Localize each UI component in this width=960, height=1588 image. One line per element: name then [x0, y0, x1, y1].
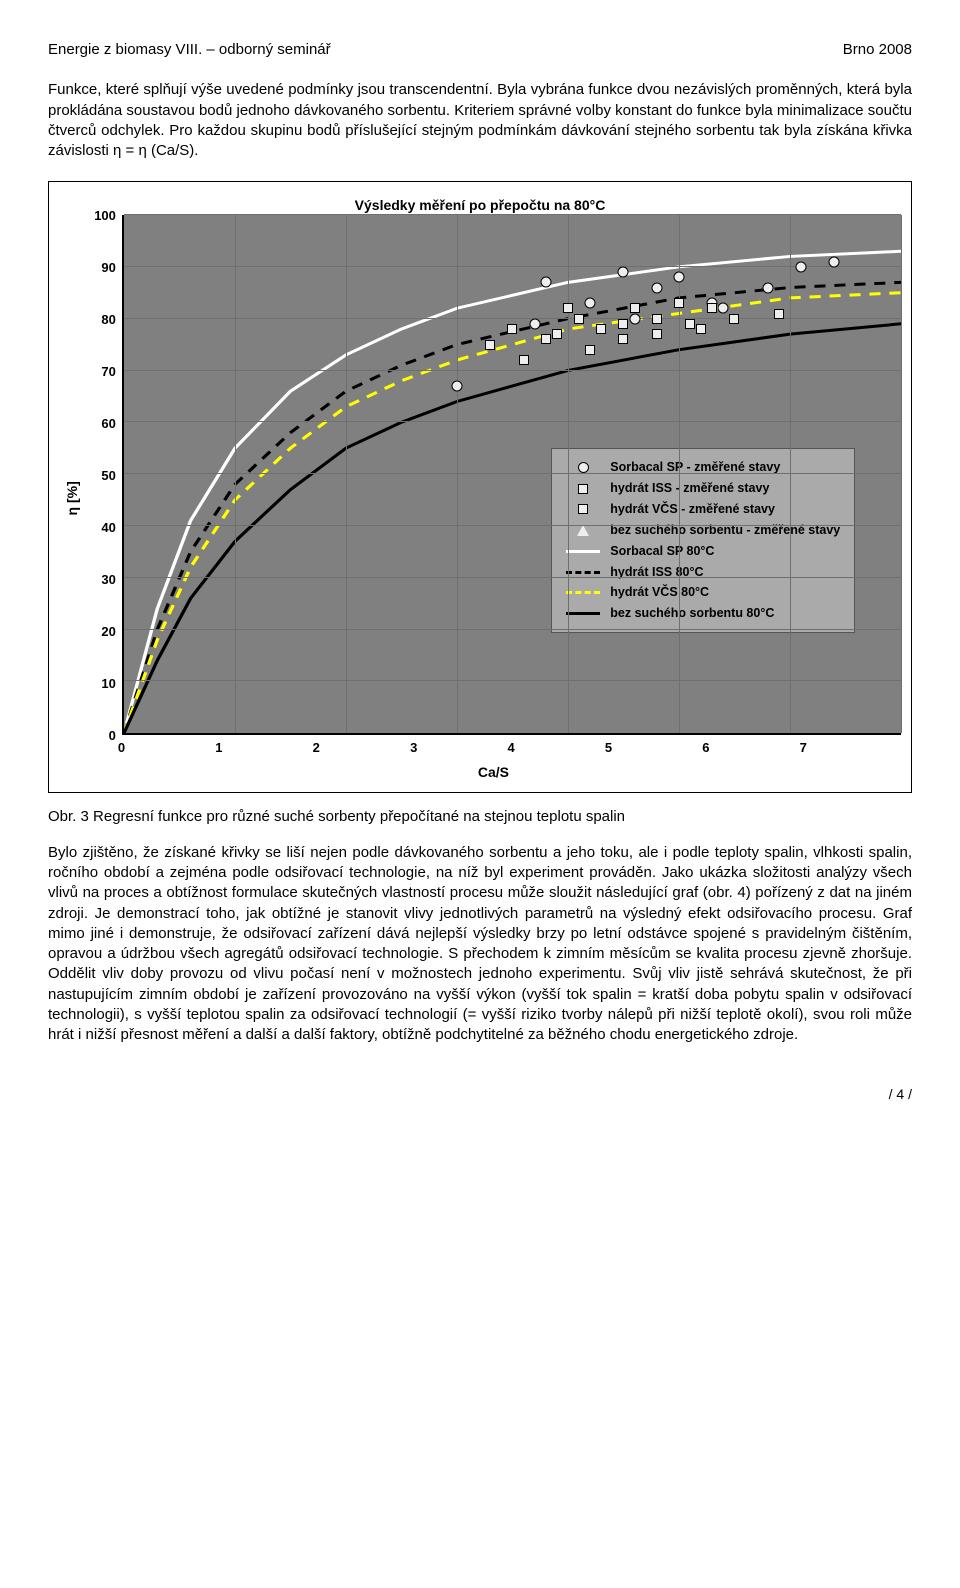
data-point [485, 340, 495, 350]
header-left: Energie z biomasy VIII. – odborný seminá… [48, 40, 331, 60]
data-point [652, 314, 662, 324]
legend-item: bez suchého sorbentu 80°C [566, 603, 840, 624]
data-point [618, 334, 628, 344]
data-point [774, 309, 784, 319]
legend-swatch [566, 482, 600, 496]
data-point [630, 303, 640, 313]
data-point [796, 261, 807, 272]
data-point [685, 319, 695, 329]
xtick-label: 4 [507, 735, 604, 757]
data-point [707, 303, 717, 313]
legend-label: hydrát VČS 80°C [610, 584, 709, 601]
legend-label: hydrát VČS - změřené stavy [610, 501, 775, 518]
xtick-label: 6 [702, 735, 799, 757]
data-point [585, 345, 595, 355]
data-point [696, 324, 706, 334]
data-point [829, 256, 840, 267]
data-point [552, 329, 562, 339]
chart-yticks: 0102030405060708090100 [86, 215, 122, 735]
page-header: Energie z biomasy VIII. – odborný seminá… [48, 40, 912, 60]
chart-ylabel: η [%] [59, 215, 86, 781]
data-point [507, 324, 517, 334]
xtick-label: 0 [118, 735, 215, 757]
legend-label: bez suchého sorbentu 80°C [610, 605, 774, 622]
data-point [652, 329, 662, 339]
legend-item: Sorbacal SP - změřené stavy [566, 457, 840, 478]
data-point [563, 303, 573, 313]
legend-item: hydrát ISS 80°C [566, 562, 840, 583]
data-point [618, 267, 629, 278]
line-swatch [566, 571, 600, 574]
data-point [729, 314, 739, 324]
data-point [618, 319, 628, 329]
page-footer: / 4 / [48, 1085, 912, 1104]
data-point [529, 318, 540, 329]
chart-legend: Sorbacal SP - změřené stavy hydrát ISS - … [551, 448, 855, 633]
header-right: Brno 2008 [843, 40, 912, 60]
xtick-label: 2 [313, 735, 410, 757]
square-icon [578, 484, 588, 494]
data-point [651, 282, 662, 293]
legend-swatch [566, 607, 600, 621]
data-point [540, 277, 551, 288]
line-swatch [566, 591, 600, 594]
data-point [674, 298, 684, 308]
figure-caption: Obr. 3 Regresní funkce pro různé suché s… [48, 807, 912, 827]
line-swatch [566, 612, 600, 615]
data-point [718, 303, 729, 314]
data-point [629, 313, 640, 324]
ytick-label: 0 [109, 726, 116, 744]
data-point [585, 298, 596, 309]
legend-label: hydrát ISS - změřené stavy [610, 480, 769, 497]
square-icon [578, 504, 588, 514]
legend-swatch [566, 502, 600, 516]
data-point [762, 282, 773, 293]
legend-swatch [566, 586, 600, 600]
paragraph-1: Funkce, které splňují výše uvedené podmí… [48, 80, 912, 161]
ytick-label: 90 [101, 258, 115, 276]
data-point [541, 334, 551, 344]
legend-item: bez suchého sorbentu - změřené stavy [566, 520, 840, 541]
xtick-label: 5 [605, 735, 702, 757]
chart-plot: Sorbacal SP - změřené stavy hydrát ISS - … [122, 215, 901, 735]
legend-swatch [566, 544, 600, 558]
legend-item: hydrát ISS - změřené stavy [566, 478, 840, 499]
ytick-label: 10 [101, 674, 115, 692]
data-point [451, 381, 462, 392]
data-point [596, 324, 606, 334]
ytick-label: 100 [94, 206, 116, 224]
ytick-label: 40 [101, 518, 115, 536]
xtick-label: 7 [800, 735, 897, 757]
ytick-label: 60 [101, 414, 115, 432]
data-point [519, 355, 529, 365]
ytick-label: 30 [101, 570, 115, 588]
chart-plot-area: 0102030405060708090100 Sorbacal SP - změ… [86, 215, 901, 735]
xtick-label: 3 [410, 735, 507, 757]
circle-icon [578, 462, 589, 473]
xtick-label: 1 [215, 735, 312, 757]
legend-label: hydrát ISS 80°C [610, 564, 703, 581]
paragraph-2: Bylo zjištěno, že získané křivky se liší… [48, 843, 912, 1046]
chart-xlabel: Ca/S [86, 757, 901, 782]
data-point [673, 272, 684, 283]
chart-xticks: 01234567 [122, 735, 901, 757]
chart-title: Výsledky měření po přepočtu na 80°C [49, 182, 911, 215]
chart-frame: Výsledky měření po přepočtu na 80°C η [%… [48, 181, 912, 792]
ytick-label: 20 [101, 622, 115, 640]
ytick-label: 50 [101, 466, 115, 484]
ytick-label: 70 [101, 362, 115, 380]
legend-label: Sorbacal SP 80°C [610, 543, 714, 560]
legend-item: Sorbacal SP 80°C [566, 541, 840, 562]
data-point [574, 314, 584, 324]
legend-item: hydrát VČS - změřené stavy [566, 499, 840, 520]
legend-item: hydrát VČS 80°C [566, 582, 840, 603]
line-swatch [566, 550, 600, 553]
triangle-icon [577, 525, 589, 536]
ytick-label: 80 [101, 310, 115, 328]
